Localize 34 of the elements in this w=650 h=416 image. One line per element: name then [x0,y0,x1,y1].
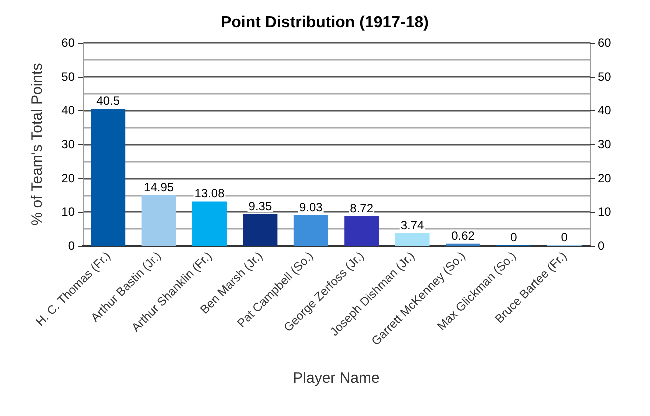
bar [192,202,227,246]
y-tick-label: 0 [68,239,76,253]
y-axis-title: % of Team's Total Points [29,63,46,226]
bar [91,108,126,246]
bar [243,214,278,246]
data-label: 0 [510,230,518,244]
chart-title: Point Distribution (1917-18) [220,14,430,32]
data-label: 9.03 [299,200,324,214]
y2-tick-label: 0 [598,239,605,253]
y-tick-label: 10 [62,205,76,220]
y2-tick-label: 20 [598,171,612,186]
data-label: 8.72 [350,201,374,216]
y2-tick-label: 40 [598,104,612,118]
bar [395,233,430,246]
data-label: 3.74 [400,218,425,232]
y2-tick-label: 50 [598,70,612,84]
x-axis-title: Player Name [293,370,380,387]
y-tick-label: 30 [62,138,76,152]
y2-tick-label: 30 [598,138,612,152]
y-tick-label: 50 [62,70,76,84]
data-label: 0 [561,230,568,244]
data-label: 9.35 [248,199,272,214]
y-tick-label: 40 [62,104,76,118]
data-label: 0.62 [452,228,476,243]
data-label: 14.95 [144,180,174,194]
y2-tick-label: 60 [598,36,612,50]
data-label: 40.5 [96,94,120,108]
y2-tick-label: 10 [598,205,612,220]
bar [344,216,380,246]
data-label: 13.08 [194,186,226,201]
y-tick-label: 60 [62,36,76,50]
bar [294,215,328,246]
bar [142,195,176,246]
y-tick-label: 20 [62,171,76,186]
